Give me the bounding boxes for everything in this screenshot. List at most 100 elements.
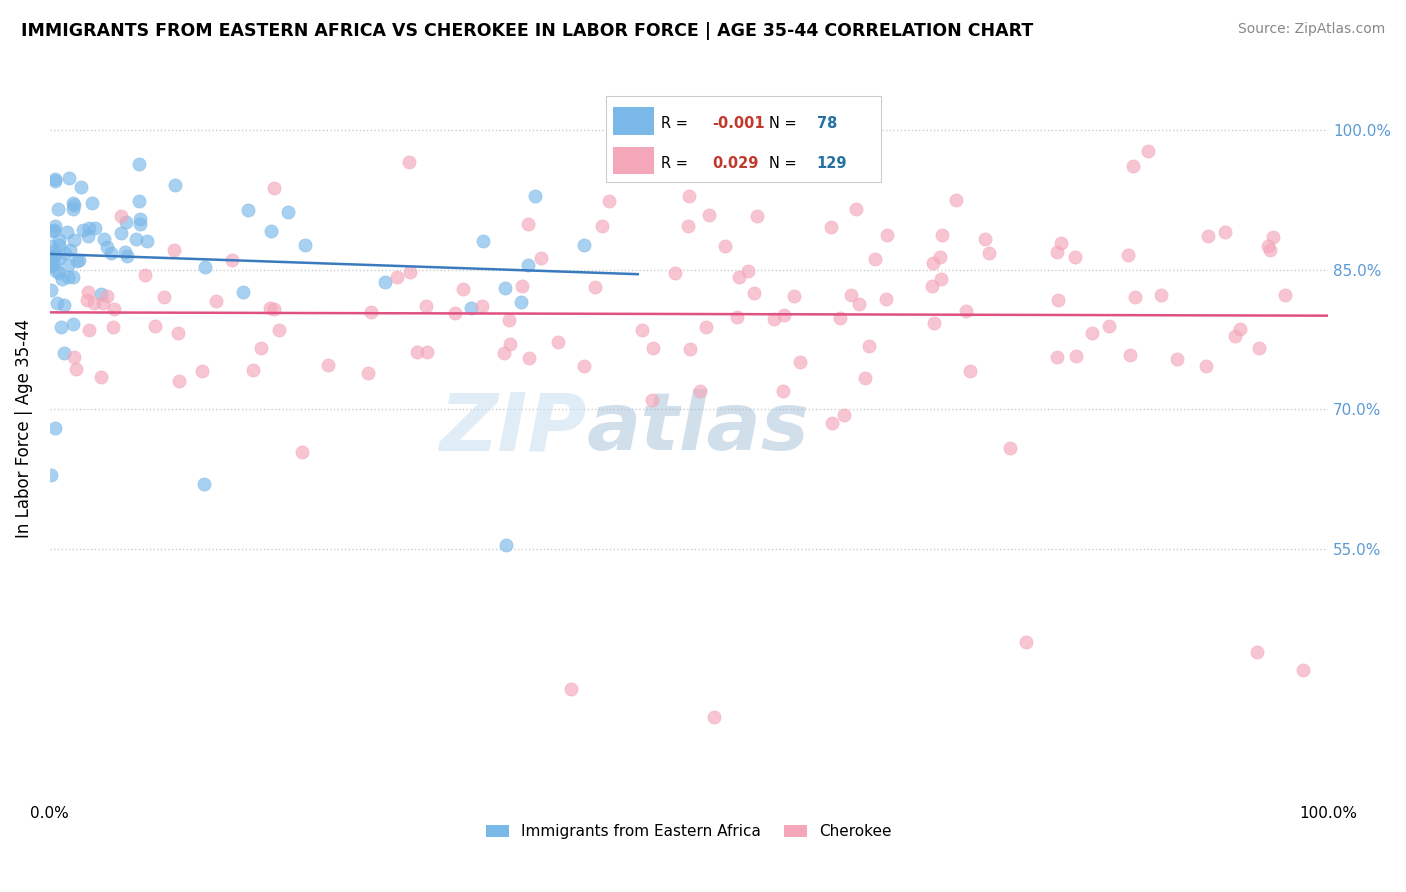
Point — [114, 215, 136, 229]
Point — [41, 250, 63, 264]
Point — [44, 222, 66, 236]
Point — [524, 188, 547, 202]
Point — [48, 238, 70, 252]
Point — [53, 245, 76, 260]
Point — [163, 243, 186, 257]
Point — [1119, 348, 1142, 362]
Point — [631, 323, 654, 337]
Point — [695, 319, 717, 334]
Point — [1000, 442, 1022, 456]
Point — [294, 238, 316, 252]
Point — [1050, 236, 1073, 251]
Point — [929, 251, 952, 265]
Point — [70, 179, 93, 194]
Point — [51, 319, 73, 334]
Point — [783, 289, 806, 303]
Point — [762, 312, 785, 326]
FancyBboxPatch shape — [606, 96, 880, 182]
Point — [250, 341, 273, 355]
Point — [84, 221, 107, 235]
Point — [931, 227, 953, 242]
Point — [676, 219, 699, 233]
Point — [48, 202, 70, 216]
Point — [574, 359, 596, 373]
Point — [955, 304, 977, 318]
Point — [495, 537, 517, 551]
Point — [697, 208, 720, 222]
Point — [460, 301, 482, 316]
Point — [703, 710, 725, 724]
Point — [471, 299, 494, 313]
Point — [90, 370, 112, 384]
Point — [42, 224, 65, 238]
Point — [44, 174, 66, 188]
Point — [65, 361, 87, 376]
Point — [167, 326, 190, 341]
Point — [1213, 225, 1236, 239]
Point — [1150, 288, 1173, 302]
Point — [39, 239, 62, 253]
Point — [451, 282, 474, 296]
Point — [62, 195, 84, 210]
Point — [921, 278, 943, 293]
Point — [921, 256, 943, 270]
Point — [773, 308, 796, 322]
Point — [714, 239, 737, 253]
Point — [62, 270, 84, 285]
Point — [152, 289, 174, 303]
Point — [1015, 635, 1038, 649]
Point — [517, 351, 540, 365]
Point — [77, 285, 100, 299]
Point — [53, 298, 76, 312]
FancyBboxPatch shape — [613, 146, 654, 174]
Y-axis label: In Labor Force | Age 35-44: In Labor Force | Age 35-44 — [15, 318, 32, 538]
Point — [1197, 229, 1219, 244]
Point — [875, 292, 897, 306]
Point — [357, 366, 380, 380]
Point — [607, 145, 630, 159]
Point — [510, 278, 533, 293]
Point — [63, 350, 86, 364]
Point — [1292, 664, 1315, 678]
Point — [277, 205, 299, 219]
Point — [922, 316, 945, 330]
Point — [374, 275, 396, 289]
Point — [444, 306, 467, 320]
Point — [41, 259, 63, 273]
Point — [62, 317, 84, 331]
Point — [1246, 645, 1268, 659]
Point — [48, 266, 70, 280]
Point — [59, 243, 82, 257]
Point — [66, 254, 89, 268]
Point — [664, 266, 686, 280]
Point — [839, 288, 862, 302]
Point — [76, 229, 98, 244]
Text: -0.001: -0.001 — [711, 116, 765, 131]
Point — [547, 335, 569, 350]
Point — [232, 285, 254, 300]
Point — [510, 295, 533, 310]
Point — [415, 299, 437, 313]
Point — [820, 417, 842, 431]
Point — [945, 193, 967, 207]
Point — [96, 288, 118, 302]
Point — [205, 293, 228, 308]
Point — [53, 346, 76, 360]
Point — [63, 233, 86, 247]
Point — [974, 232, 997, 246]
Point — [62, 202, 84, 217]
Point — [1263, 230, 1285, 244]
Point — [128, 194, 150, 209]
Point — [406, 345, 429, 359]
Point — [62, 198, 84, 212]
Point — [398, 265, 420, 279]
Point — [583, 280, 606, 294]
Point — [90, 286, 112, 301]
Point — [83, 295, 105, 310]
Point — [1064, 349, 1087, 363]
Point — [853, 370, 876, 384]
Point — [269, 323, 291, 337]
Point — [530, 251, 553, 265]
Point — [820, 219, 842, 234]
Point — [641, 392, 664, 407]
